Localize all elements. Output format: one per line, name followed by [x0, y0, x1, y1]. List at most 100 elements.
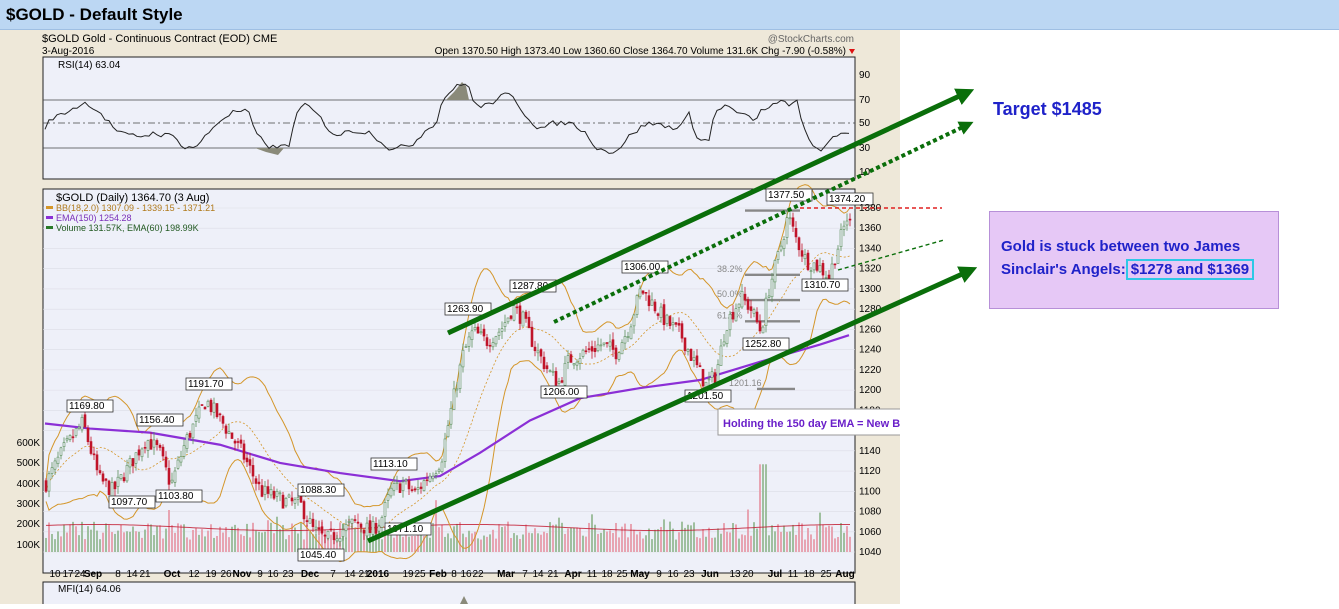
candle-body	[209, 399, 213, 413]
legend-bb-swatch	[46, 206, 53, 209]
volume-bar	[804, 539, 806, 552]
volume-bar	[642, 538, 644, 552]
volume-bar	[204, 536, 206, 552]
candle-body	[683, 337, 687, 352]
volume-bar	[384, 532, 386, 552]
candle-body	[695, 355, 699, 366]
volume-bar	[339, 522, 341, 552]
price-callout: 1103.80	[158, 491, 194, 502]
volume-bar	[663, 519, 665, 552]
candle-body	[623, 336, 627, 344]
volume-bar	[87, 526, 89, 552]
volume-bar	[639, 531, 641, 552]
date-tick: Apr	[564, 569, 581, 580]
candle-body	[743, 293, 747, 301]
candle-body	[587, 348, 591, 350]
candle-body	[782, 239, 786, 249]
candle-body	[116, 476, 120, 487]
volume-bar	[411, 536, 413, 552]
candle-body	[254, 478, 258, 484]
candle-body	[797, 237, 801, 251]
price-tick: 1220	[859, 365, 882, 376]
candle-body	[266, 486, 270, 494]
candle-body	[365, 522, 369, 537]
volume-bar	[588, 522, 590, 552]
date-tick: 25	[414, 569, 426, 580]
candle-body	[167, 467, 171, 485]
candle-body	[662, 304, 666, 326]
legend-ema-swatch	[46, 216, 53, 219]
candle-body	[50, 467, 54, 474]
candle-body	[749, 306, 753, 311]
date-tick: 10	[49, 569, 61, 580]
volume-bar	[402, 536, 404, 552]
date-tick: 14	[126, 569, 138, 580]
volume-bar	[234, 524, 236, 552]
volume-bar	[846, 526, 848, 552]
volume-bar	[570, 527, 572, 552]
volume-bar	[699, 538, 701, 552]
candle-body	[653, 301, 657, 312]
candle-body	[281, 494, 285, 509]
candle-body	[98, 470, 102, 474]
candle-body	[548, 370, 552, 372]
price-tick: 1040	[859, 547, 882, 558]
candle-body	[785, 217, 789, 238]
candle-body	[188, 432, 192, 438]
price-axis: 1380 1360 1340 1320 1300 1280 1260 1240 1220 1200…	[859, 203, 882, 558]
volume-bar	[573, 527, 575, 552]
volume-bar	[408, 536, 410, 552]
date-tick: 24	[74, 569, 86, 580]
volume-bar	[555, 524, 557, 552]
mfi-label: MFI(14) 64.06	[58, 584, 121, 595]
candle-body	[764, 297, 768, 326]
rsi-tick: 10	[859, 167, 871, 178]
volume-bar	[360, 525, 362, 552]
mfi-panel	[42, 581, 856, 609]
rsi-panel	[42, 56, 856, 180]
price-callout: 1088.30	[300, 485, 337, 496]
date-tick: 14	[344, 569, 356, 580]
volume-bar	[162, 538, 164, 552]
volume-bar	[762, 464, 764, 552]
candle-body	[125, 465, 129, 482]
candle-body	[617, 352, 621, 360]
candle-body	[584, 350, 588, 353]
date-tick: 19	[205, 569, 217, 580]
volume-bar	[753, 522, 755, 552]
candle-body	[356, 521, 360, 524]
candle-body	[110, 482, 114, 497]
volume-bar	[672, 528, 674, 552]
candle-body	[536, 350, 540, 354]
candle-body	[629, 326, 633, 340]
candle-body	[341, 529, 345, 537]
rsi-tick: 70	[859, 95, 871, 106]
date-tick: Jun	[701, 569, 719, 580]
candle-body	[128, 458, 132, 468]
candle-body	[374, 523, 378, 534]
candle-body	[443, 438, 447, 462]
candle-body	[770, 278, 774, 298]
volume-bar	[552, 524, 554, 552]
volume-bar	[801, 523, 803, 552]
fib-label: 38.2%	[717, 264, 743, 274]
volume-bar	[483, 535, 485, 552]
candle-body	[242, 443, 246, 460]
price-callout-box	[66, 399, 114, 413]
volume-bar	[144, 529, 146, 552]
candle-body	[377, 525, 381, 532]
volume-tick: 200K	[17, 519, 41, 530]
date-tick: Sep	[84, 569, 102, 580]
candle-body	[425, 479, 429, 482]
volume-bar	[825, 527, 827, 552]
candle-body	[788, 217, 792, 220]
candle-body	[389, 487, 393, 497]
candle-body	[296, 496, 300, 500]
volume-bar	[603, 529, 605, 552]
fib-label: 50.0%	[717, 289, 743, 299]
volume-bar	[120, 524, 122, 552]
volume-bar	[129, 531, 131, 552]
volume-bar	[780, 531, 782, 552]
candle-body	[89, 441, 93, 454]
volume-bar	[126, 531, 128, 552]
